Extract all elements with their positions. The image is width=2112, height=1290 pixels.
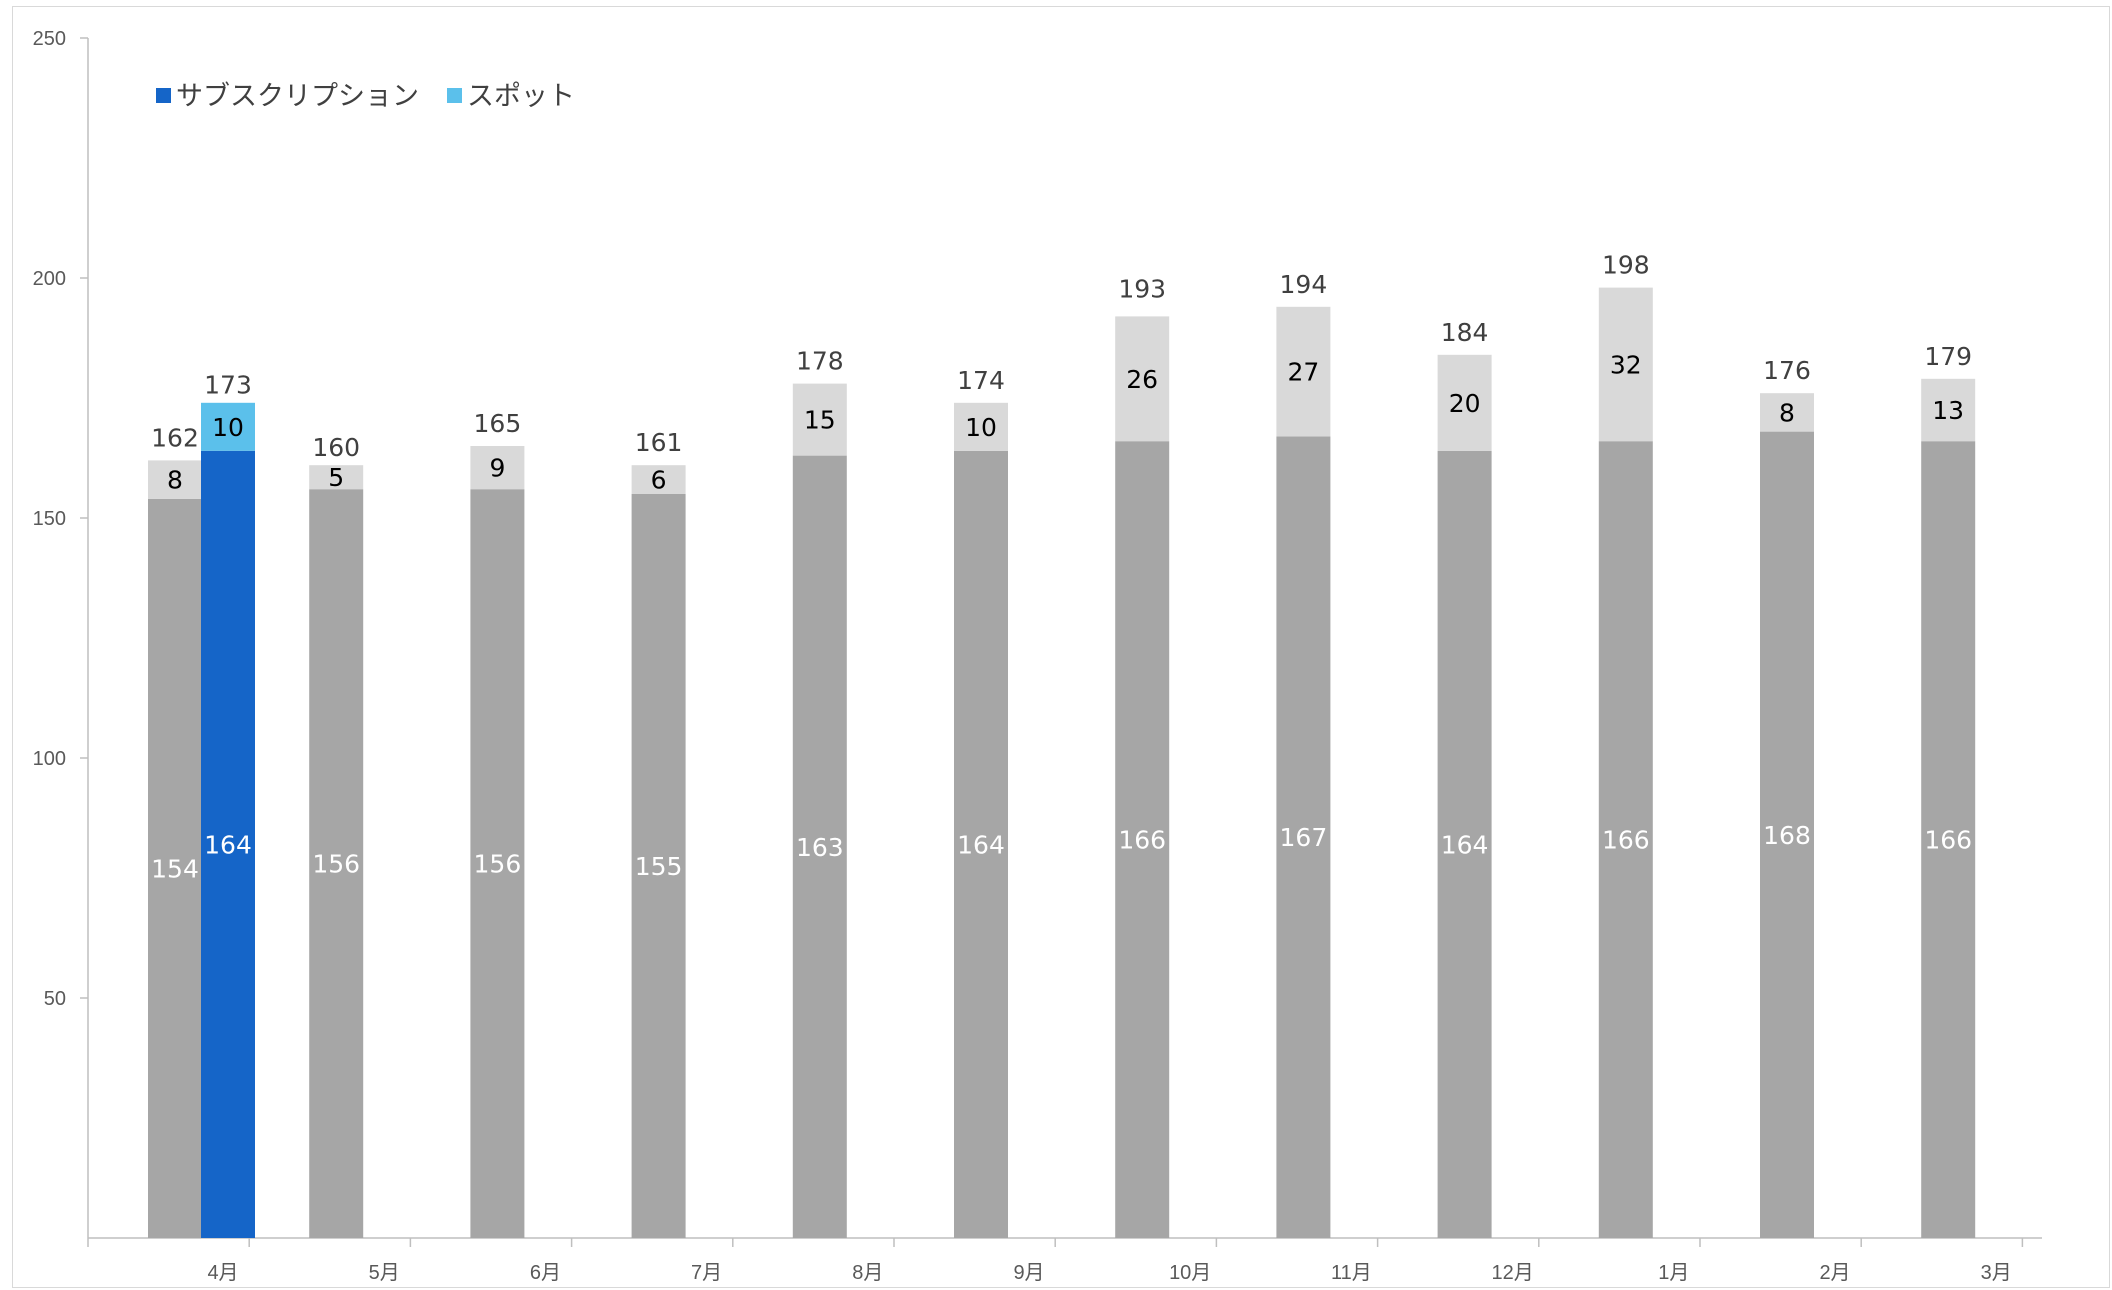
y-tick-label: 200 — [33, 268, 66, 290]
bar-value-label: 5 — [328, 463, 344, 492]
bar-segment — [792, 383, 847, 456]
bar-value-label: 13 — [1932, 396, 1964, 425]
y-tick-label: 250 — [33, 28, 66, 50]
bar-segment — [631, 494, 686, 1238]
bar-value-label: 6 — [651, 466, 667, 495]
bar-segment — [1437, 354, 1492, 451]
bar-total-label: 176 — [1763, 356, 1811, 385]
bar-segment — [309, 489, 364, 1238]
legend-label: スポット — [467, 81, 575, 112]
bar-segment — [631, 465, 686, 494]
x-tick-label: 3月 — [1981, 1262, 2012, 1284]
bar-value-label: 168 — [1763, 821, 1811, 850]
bar-total-label: 178 — [796, 347, 844, 376]
bar-value-label: 164 — [1441, 830, 1489, 859]
bar-segment — [470, 446, 525, 490]
x-tick-label: 4月 — [207, 1262, 238, 1284]
bar-value-label: 166 — [1924, 826, 1972, 855]
bar-total-label: 198 — [1602, 251, 1650, 280]
bar-segment — [309, 465, 364, 490]
bar-segment — [954, 402, 1008, 451]
bar-value-label: 10 — [212, 413, 244, 442]
bar-total-label: 173 — [204, 371, 252, 400]
bar-total-label: 161 — [635, 428, 683, 457]
bar-value-label: 155 — [635, 852, 683, 881]
bar-value-label: 32 — [1610, 350, 1642, 379]
legend-label: サブスクリプション — [176, 81, 419, 112]
x-tick-label: 7月 — [691, 1262, 722, 1284]
bar-segment — [1598, 441, 1653, 1238]
x-tick-label: 9月 — [1013, 1262, 1044, 1284]
bar-segment — [201, 450, 255, 1238]
bar-total-label: 160 — [312, 433, 360, 462]
bar-segment — [1276, 436, 1331, 1238]
bar-value-label: 15 — [804, 406, 836, 435]
bar-segment — [1598, 287, 1653, 442]
bar-value-label: 156 — [312, 850, 360, 879]
bar-total-label: 165 — [474, 409, 522, 438]
legend-swatch — [156, 88, 171, 103]
bar-segment — [201, 402, 255, 451]
x-tick-label: 8月 — [852, 1262, 883, 1284]
bar-total-label: 174 — [957, 366, 1005, 395]
bar-total-label: 179 — [1924, 342, 1972, 371]
bar-value-label: 27 — [1287, 358, 1319, 387]
x-tick-label: 11月 — [1331, 1262, 1372, 1284]
bar-segment — [1437, 450, 1492, 1238]
bar-value-label: 10 — [965, 413, 997, 442]
bar-value-label: 164 — [957, 830, 1005, 859]
bar-value-label: 9 — [489, 454, 505, 483]
bar-value-label: 8 — [1779, 398, 1795, 427]
bar-segment — [148, 460, 202, 499]
bar-segment — [954, 450, 1008, 1238]
legend-swatch — [447, 88, 462, 103]
y-tick-label: 50 — [44, 988, 66, 1010]
bar-total-label: 184 — [1441, 318, 1489, 347]
bar-segment — [1760, 431, 1814, 1239]
bar-segment — [470, 489, 525, 1238]
bar-segment — [1115, 441, 1170, 1238]
bar-segment — [1115, 316, 1170, 442]
bar-value-label: 156 — [474, 850, 522, 879]
x-tick-label: 10月 — [1169, 1262, 1211, 1284]
bar-value-label: 8 — [167, 466, 183, 495]
y-tick-label: 100 — [33, 748, 66, 770]
x-tick-label: 12月 — [1491, 1262, 1533, 1284]
bar-value-label: 167 — [1280, 823, 1328, 852]
bar-segment — [1276, 306, 1331, 437]
bar-total-label: 193 — [1118, 275, 1166, 304]
bar-value-label: 166 — [1118, 826, 1166, 855]
bar-segment — [1921, 441, 1976, 1238]
x-tick-label: 2月 — [1819, 1262, 1850, 1284]
bar-segment — [1921, 378, 1976, 442]
bar-value-label: 163 — [796, 833, 844, 862]
x-tick-label: 6月 — [530, 1262, 561, 1284]
y-tick-label: 150 — [33, 508, 66, 530]
bar-segment — [148, 498, 202, 1238]
bar-total-label: 194 — [1280, 270, 1328, 299]
bar-total-label: 162 — [151, 423, 199, 452]
bar-segment — [792, 455, 847, 1239]
bar-value-label: 164 — [204, 830, 252, 859]
bar-value-label: 154 — [151, 854, 199, 883]
bar-segment — [1760, 393, 1814, 432]
x-tick-label: 1月 — [1658, 1262, 1689, 1284]
bar-value-label: 26 — [1126, 365, 1158, 394]
bar-value-label: 20 — [1449, 389, 1481, 418]
x-tick-label: 5月 — [369, 1262, 400, 1284]
bar-value-label: 166 — [1602, 826, 1650, 855]
